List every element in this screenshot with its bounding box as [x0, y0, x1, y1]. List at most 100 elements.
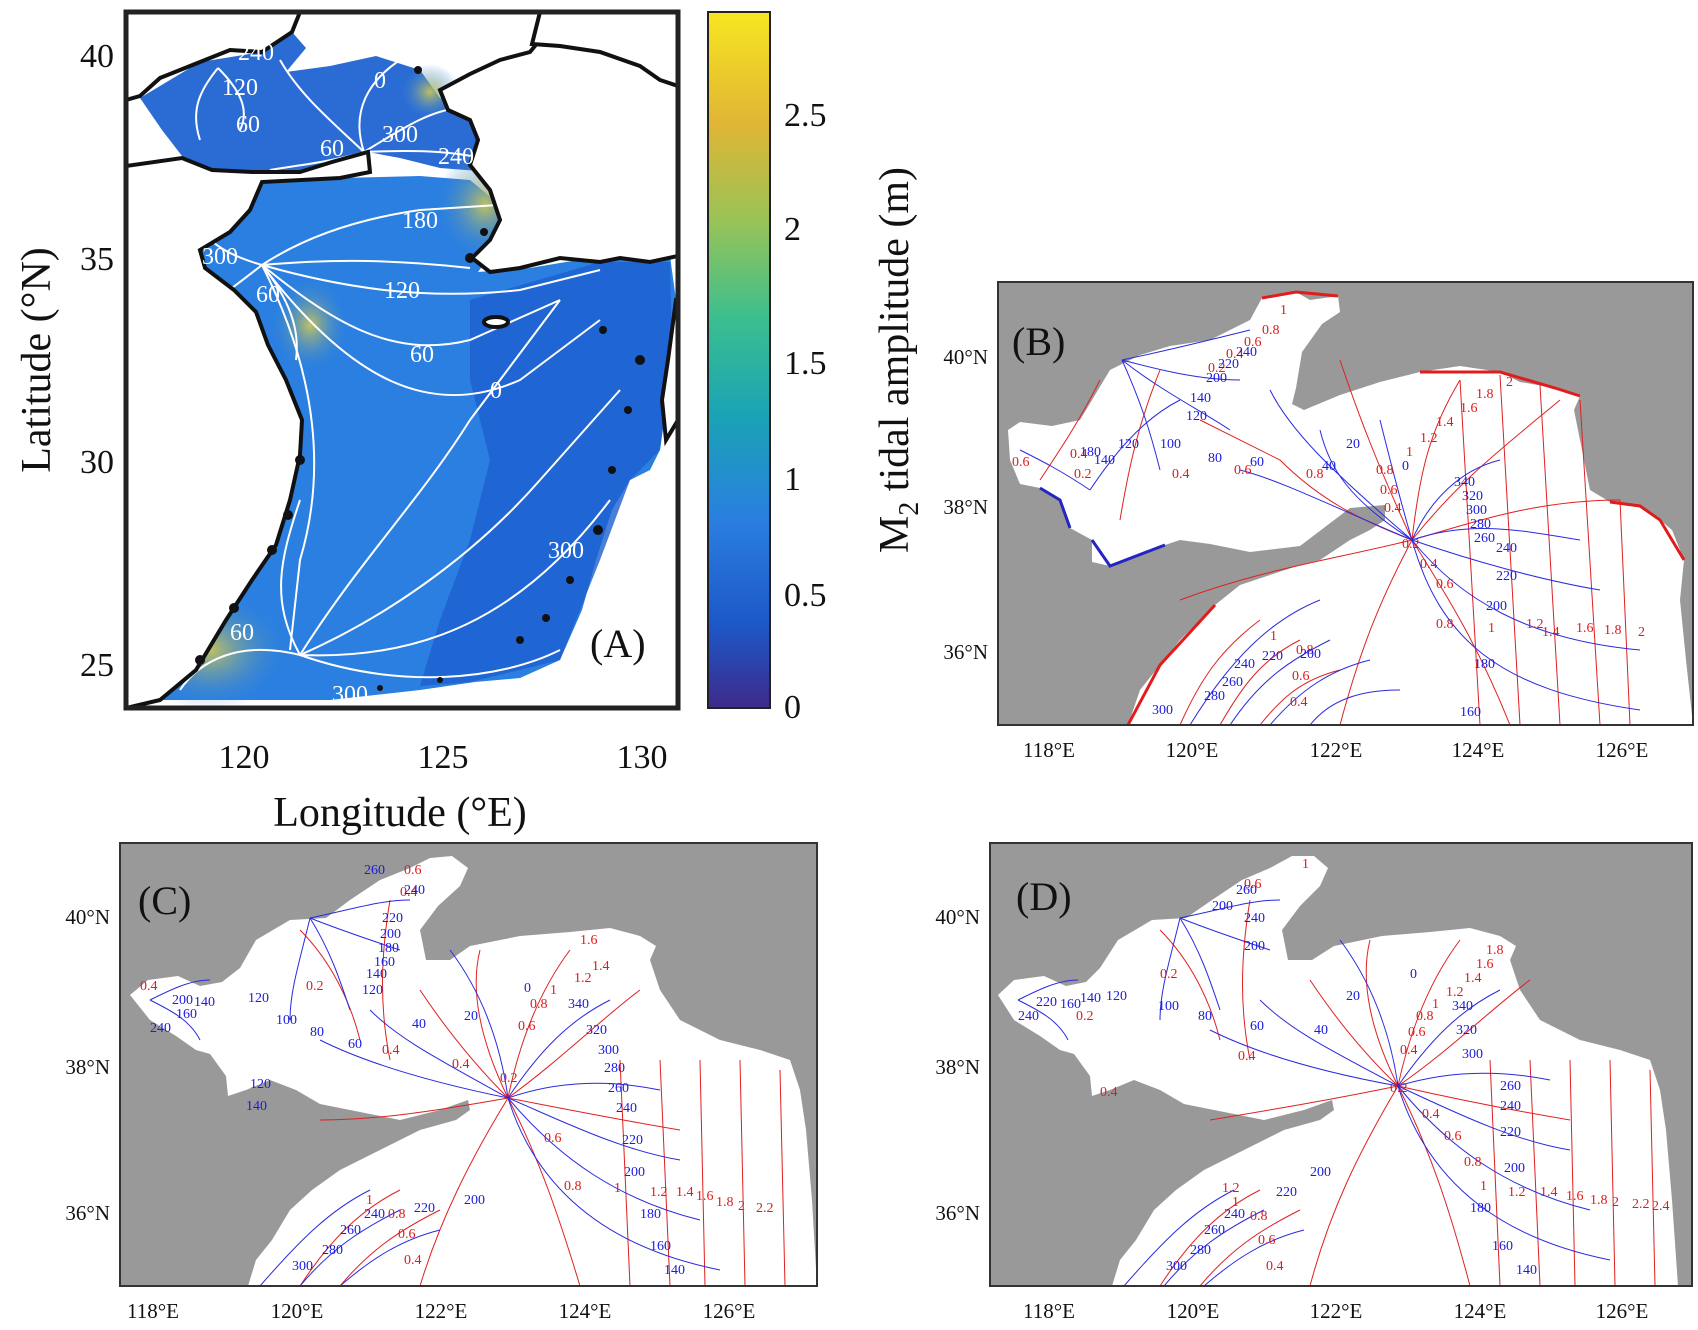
panel-c-sea: [130, 856, 817, 1286]
panel-d-amp-label: 1: [1302, 857, 1309, 872]
panel-c-y-tick: 38°N: [65, 1055, 110, 1079]
panel-b-amp-labels: 1 0.8 0.6 0.4 0.2 0.6 0.4 0.2 0.4 0.6 0.…: [1012, 303, 1645, 710]
panel-d-phase-label: 120: [1106, 989, 1127, 1004]
panel-d-amp-label: 1.2: [1508, 1185, 1526, 1200]
panel-b-phase-label: 200: [1486, 599, 1507, 614]
panel-b-phase-label: 0: [1402, 459, 1409, 474]
colorbar-tick: 2: [784, 211, 801, 248]
panel-d-amp-label: 0.8: [1416, 1009, 1434, 1024]
panel-a-islands: [195, 66, 645, 691]
panel-c-phase-label: 120: [250, 1077, 271, 1092]
panel-b-amp-label: 0.4: [1290, 695, 1308, 710]
panel-c-amp-label: 0.2: [306, 979, 324, 994]
panel-c-phase-label: 260: [340, 1223, 361, 1238]
panel-c-phase-label: 300: [292, 1259, 313, 1274]
panel-d-phase-label: 260: [1204, 1223, 1225, 1238]
panel-c-phase-label: 160: [374, 955, 395, 970]
colorbar-title-sub: 2: [894, 502, 925, 516]
panel-d-phase-label: 200: [1244, 939, 1265, 954]
panel-b-phase-label: 200: [1300, 647, 1321, 662]
panel-d-phase-label: 140: [1516, 1263, 1537, 1278]
panel-d: 1 0.6 0.2 0.2 0.4 0.4 1.8 1.6 1.4 1.2 1 …: [935, 842, 1693, 1323]
colorbar-tick: 1: [784, 461, 801, 498]
panel-d-phase-labels: 260 240 200 200 240 220 160 140 120 100 …: [1018, 883, 1537, 1278]
panel-b-amp-label: 1: [1280, 303, 1287, 318]
panel-d-amp-label: 0.8: [1464, 1155, 1482, 1170]
panel-c-phase-label: 220: [382, 911, 403, 926]
panel-a-label: (A): [590, 621, 646, 666]
panel-b-coast-highlights: [1039, 290, 1686, 725]
panel-d-y-tick: 36°N: [935, 1201, 980, 1225]
panel-b-amp-label: 2: [1638, 625, 1645, 640]
panel-d-amp-label: 0.4: [1100, 1085, 1118, 1100]
panel-d-phase-label: 80: [1198, 1009, 1212, 1024]
panel-a-colorbar: [707, 11, 771, 709]
panel-c-amp-label: 1.2: [574, 971, 592, 986]
panel-b-amp-label: 0.6: [1436, 577, 1454, 592]
panel-b-amp-label: 0.4: [1384, 501, 1402, 516]
panel-c-x-tick: 120°E: [271, 1299, 324, 1323]
panel-b-amp-label: 0.4: [1420, 557, 1438, 572]
panel-c-phase-label: 200: [624, 1165, 645, 1180]
panel-d-amp-label: 2.2: [1632, 1197, 1650, 1212]
panel-c-amp-label: 0.4: [400, 885, 418, 900]
panel-c-phase-label: 180: [640, 1207, 661, 1222]
panel-d-phase-label: 240: [1018, 1009, 1039, 1024]
panel-d-phase-label: 340: [1452, 999, 1473, 1014]
panel-c-phase-label: 160: [176, 1007, 197, 1022]
colorbar-tick: 0.5: [784, 577, 827, 614]
panel-a-x-ticks: 120 125 130: [219, 739, 668, 776]
panel-d-phase-label: 200: [1504, 1161, 1525, 1176]
panel-c-amp-label: 1.6: [580, 933, 598, 948]
panel-d-phase-label: 180: [1470, 1201, 1491, 1216]
panel-c-amp-labels: 0.6 0.4 0.4 0.2 0.4 0.4 1.6 1.4 1.2 1 0.…: [140, 863, 774, 1268]
panel-b-x-tick: 126°E: [1596, 738, 1649, 762]
panel-b-amp-label: 1.8: [1604, 623, 1622, 638]
panel-d-phase-label: 200: [1212, 899, 1233, 914]
panel-a-colorbar-ticks: 0 0.5 1 1.5 2 2.5: [784, 97, 827, 726]
panel-c-x-tick: 124°E: [559, 1299, 612, 1323]
panel-c-x-tick: 118°E: [127, 1299, 179, 1323]
panel-b-phase-label: 220: [1496, 569, 1517, 584]
panel-b-amp-label: 0.8: [1306, 467, 1324, 482]
panel-a-phase-label: 300: [332, 682, 368, 708]
panel-a-sea-bohai: [140, 32, 500, 172]
panel-a-phase-label: 240: [238, 40, 274, 66]
panel-b-phase-label: 260: [1474, 531, 1495, 546]
panel-b-phase-lines: [1019, 329, 1641, 725]
panel-c-phase-label: 100: [276, 1013, 297, 1028]
panel-c-phase-label: 320: [586, 1023, 607, 1038]
panel-d-phase-label: 60: [1250, 1019, 1264, 1034]
panel-a-phase-label: 120: [222, 75, 258, 101]
panel-c-amp-label: 0.6: [544, 1131, 562, 1146]
panel-c-label: (C): [138, 878, 191, 923]
panel-b-phase-label: 320: [1462, 489, 1483, 504]
panel-d-amp-label: 2.4: [1652, 1199, 1670, 1214]
panel-c-y-tick: 40°N: [65, 905, 110, 929]
panel-b-phase-label: 300: [1152, 703, 1173, 718]
panel-d-amp-label: 1: [1232, 1195, 1239, 1210]
panel-d-phase-label: 20: [1346, 989, 1360, 1004]
panel-b-phase-label: 220: [1218, 357, 1239, 372]
panel-c-phase-label: 140: [664, 1263, 685, 1278]
panel-b-amp-label: 0.8: [1296, 643, 1314, 658]
panel-b-amp-label: 1.6: [1460, 401, 1478, 416]
panel-d-amp-label: 1.8: [1486, 943, 1504, 958]
panel-d-phase-label: 280: [1190, 1243, 1211, 1258]
panel-c-amp-label: 0.4: [140, 979, 158, 994]
panel-c-y-ticks: 40°N 38°N 36°N: [65, 905, 110, 1225]
panel-d-x-ticks: 118°E 120°E 122°E 124°E 126°E: [1023, 1299, 1648, 1323]
panel-a-x-title: Longitude (°E): [273, 790, 527, 836]
panel-c-amp-label: 0.8: [564, 1179, 582, 1194]
panel-d-frame: [989, 842, 1693, 1287]
panel-d-amp-label: 1.4: [1540, 1185, 1558, 1200]
panel-c-phase-label: 120: [362, 983, 383, 998]
panel-a-phase-label: 60: [320, 136, 344, 162]
panel-d-amplitude-lines: [1159, 899, 1656, 1286]
panel-d-phase-label: 220: [1036, 995, 1057, 1010]
panel-d-phase-label: 0: [1410, 967, 1417, 982]
panel-c-phase-label: 340: [568, 997, 589, 1012]
panel-c-phase-label: 140: [246, 1099, 267, 1114]
panel-a-phase-label: 60: [230, 620, 254, 646]
panel-d-amp-label: 1.6: [1566, 1189, 1584, 1204]
